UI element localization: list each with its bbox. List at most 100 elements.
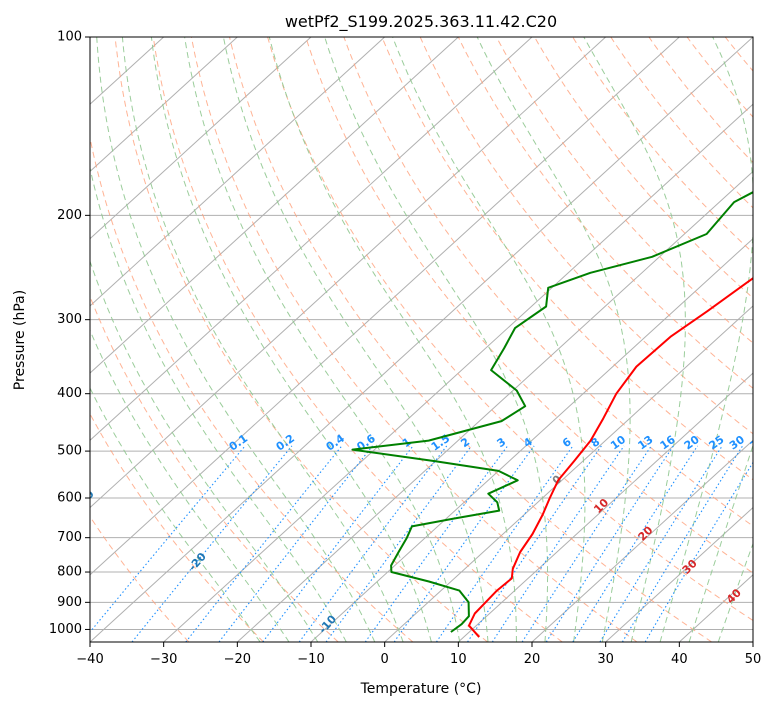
x-tick-label: −10 (297, 652, 324, 667)
y-tick-label: 500 (57, 444, 82, 459)
mixing-ratio-line (185, 445, 343, 642)
isotherm-line (752, 641, 753, 642)
moist-adiabat-line (688, 444, 753, 642)
mixing-ratio-line (572, 445, 699, 642)
isotherm-line (90, 37, 459, 374)
mixing-ratio-line (621, 445, 744, 642)
y-axis-label: Pressure (hPa) (12, 290, 28, 390)
y-tick-label: 600 (57, 491, 82, 506)
mixing-ratio-line (545, 445, 674, 642)
moist-adiabat-line (184, 37, 461, 642)
dry-adiabat-line (343, 37, 753, 527)
y-tick-label: 800 (57, 565, 82, 580)
y-tick-label: 700 (57, 530, 82, 545)
dry-adiabat-line (90, 295, 339, 642)
moist-adiabat-label: 20 (636, 523, 656, 543)
mixing-ratio-line (364, 445, 509, 642)
plot-background (90, 37, 753, 642)
mixing-ratio-line (599, 445, 723, 642)
y-tick-label: 100 (57, 30, 82, 45)
dry-adiabat-line (495, 37, 753, 344)
dry-adiabat-line (305, 37, 753, 574)
moist-adiabat-line (222, 37, 489, 642)
moist-adiabat-label: 30 (680, 557, 700, 577)
isotherm-line (531, 439, 753, 642)
dry-adiabat-label: -10 (316, 612, 339, 636)
mixing-ratio-line (218, 445, 373, 642)
moist-adiabat-line (476, 37, 631, 642)
x-tick-label: −30 (150, 652, 177, 667)
isotherm-line (236, 170, 753, 642)
x-tick-label: −40 (76, 652, 103, 667)
dry-adiabat-line (610, 37, 753, 209)
dry-adiabat-line (724, 37, 753, 72)
isotherm-line (384, 305, 753, 642)
temperature-line (468, 276, 753, 638)
mixing-ratio-label: 0.2 (274, 432, 297, 454)
dry-adiabat-label: -40 (0, 425, 1, 449)
dry-adiabat-label: -30 (74, 487, 97, 511)
mixing-ratio-label: 25 (707, 433, 727, 452)
dry-adiabat-line (90, 412, 264, 642)
dry-adiabat-line (90, 515, 190, 642)
moist-adiabat-line (392, 37, 586, 642)
dry-adiabat-line (90, 135, 414, 642)
moist-adiabat-line (150, 37, 432, 642)
dry-adiabat-label: -20 (186, 550, 209, 574)
mixing-ratio-line (491, 445, 625, 642)
moist-adiabat-line (96, 37, 376, 642)
mixing-ratio-label: 36 (748, 433, 768, 453)
moist-adiabat-line (90, 387, 261, 642)
mixing-ratio-label: 3 (495, 435, 509, 450)
chart-title: wetPf2_S199.2025.363.11.42.C20 (285, 12, 557, 32)
mixing-ratio-label: 0.1 (227, 432, 250, 454)
isotherm-line (457, 372, 753, 642)
mixing-ratio-line (298, 445, 448, 642)
mixing-ratio-line (131, 445, 293, 642)
y-tick-label: 1000 (49, 622, 82, 637)
y-tick-label: 400 (57, 386, 82, 401)
isotherm-line (310, 237, 753, 642)
x-tick-label: −20 (224, 652, 251, 667)
moist-adiabat-line (659, 37, 753, 642)
mixing-ratio-line (262, 445, 414, 642)
isotherm-line (90, 37, 312, 240)
moist-adiabat-line (324, 37, 549, 642)
isotherm-line (90, 37, 238, 173)
dry-adiabat-line (190, 37, 638, 642)
moist-adiabat-label: 10 (591, 496, 611, 516)
moist-adiabat-line (121, 37, 404, 642)
moist-adiabat-line (90, 328, 290, 642)
plot-frame (89, 36, 754, 643)
dry-adiabat-line (229, 37, 712, 642)
dry-adiabat-line (152, 37, 563, 642)
x-tick-label: 50 (745, 652, 762, 667)
moist-adiabat-line (717, 542, 753, 642)
dry-adiabat-line (114, 37, 488, 642)
x-tick-label: 30 (597, 652, 614, 667)
x-tick-label: 40 (671, 652, 688, 667)
y-tick-label: 200 (57, 208, 82, 223)
x-tick-label: 0 (381, 652, 389, 667)
y-tick-label: 300 (57, 312, 82, 327)
moist-adiabat-line (268, 37, 517, 642)
isotherm-line (90, 37, 386, 307)
isotherm-line (163, 103, 753, 642)
moist-adiabat-line (90, 259, 319, 642)
x-axis-label: Temperature (°C) (360, 681, 482, 697)
mixing-ratio-line (393, 445, 535, 642)
x-tick-label: 10 (450, 652, 467, 667)
dry-adiabat-line (686, 37, 753, 118)
mixing-ratio-line (467, 445, 602, 642)
mixing-ratio-line (644, 461, 753, 642)
adiabat-labels: 0.10.20.40.611.52346810131620253036-100-… (0, 425, 768, 637)
dry-adiabat-line (267, 37, 753, 622)
dry-adiabat-line (457, 37, 753, 389)
mixing-ratio-line (521, 445, 652, 642)
profile-lines (351, 191, 753, 638)
x-tick-label: 20 (524, 652, 541, 667)
axis-ticks: −40 −30 −20 −10 0 10 20 30 40 50 100 200 300 400 500 60… (49, 30, 761, 668)
isotherm-line (90, 37, 607, 509)
mixing-ratio-label: 30 (727, 433, 747, 453)
mixing-ratio-line (90, 445, 246, 633)
